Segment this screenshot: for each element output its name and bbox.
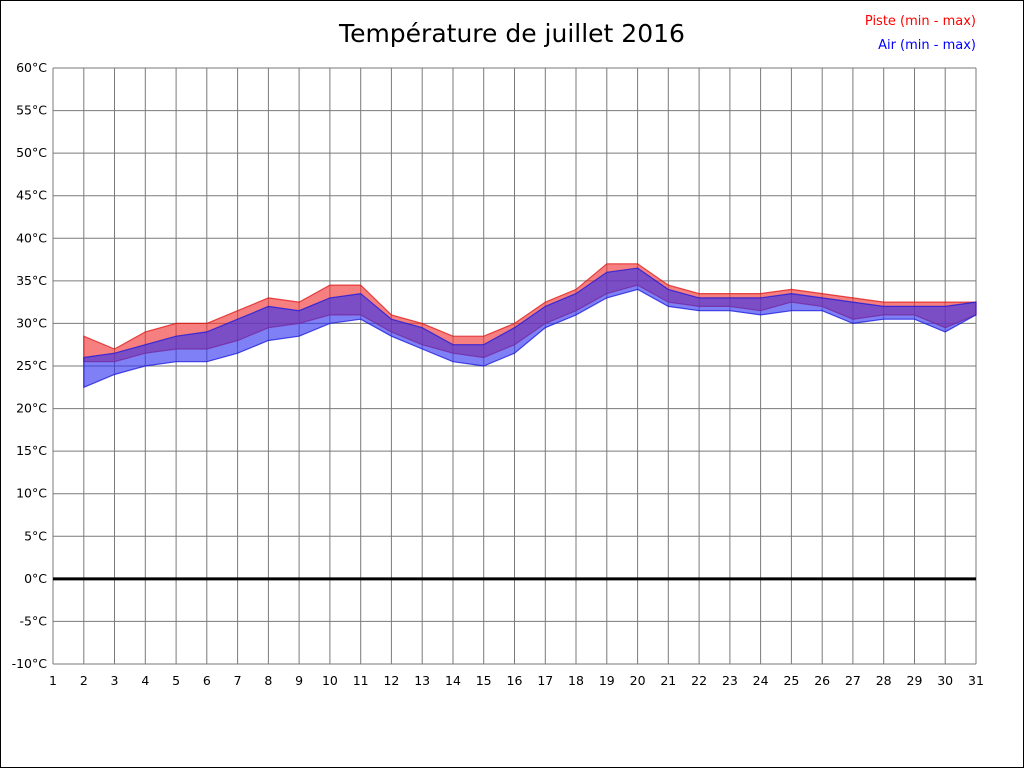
x-tick-label: 1 [49, 673, 57, 688]
x-tick-label: 31 [968, 673, 984, 688]
x-tick-label: 14 [445, 673, 461, 688]
x-tick-label: 21 [660, 673, 676, 688]
x-tick-label: 12 [383, 673, 399, 688]
y-tick-label: 35°C [16, 273, 47, 288]
y-tick-label: 45°C [16, 188, 47, 203]
x-tick-label: 20 [630, 673, 646, 688]
x-tick-label: 28 [876, 673, 892, 688]
band-air [83, 267, 977, 389]
x-tick-label: 23 [722, 673, 738, 688]
y-tick-label: 40°C [16, 230, 47, 245]
y-tick-label: 5°C [24, 528, 47, 543]
y-tick-label: 15°C [16, 443, 47, 458]
x-tick-label: 13 [414, 673, 430, 688]
x-tick-label: 27 [845, 673, 861, 688]
y-tick-label: 25°C [16, 358, 47, 373]
x-tick-label: 11 [353, 673, 369, 688]
x-tick-label: 9 [295, 673, 303, 688]
x-tick-label: 7 [234, 673, 242, 688]
y-tick-label: 60°C [16, 60, 47, 75]
x-tick-label: 25 [783, 673, 799, 688]
y-tick-label: -10°C [12, 656, 48, 671]
y-tick-label: 0°C [24, 571, 47, 586]
x-tick-label: 4 [141, 673, 149, 688]
x-tick-label: 5 [172, 673, 180, 688]
y-tick-label: 55°C [16, 103, 47, 118]
legend-air: Air (min - max) [878, 38, 976, 53]
x-tick-label: 16 [507, 673, 523, 688]
x-tick-label: 3 [111, 673, 119, 688]
x-tick-label: 8 [264, 673, 272, 688]
x-tick-label: 29 [907, 673, 923, 688]
x-tick-label: 10 [322, 673, 338, 688]
x-tick-label: 17 [537, 673, 553, 688]
x-tick-label: 22 [691, 673, 707, 688]
x-tick-label: 26 [814, 673, 830, 688]
x-tick-label: 15 [476, 673, 492, 688]
x-tick-label: 6 [203, 673, 211, 688]
x-tick-label: 30 [937, 673, 953, 688]
legend-piste: Piste (min - max) [864, 14, 976, 29]
y-tick-label: 20°C [16, 401, 47, 416]
x-tick-label: 2 [80, 673, 88, 688]
legend: Piste (min - max) Air (min - max) [865, 10, 976, 58]
y-tick-label: -5°C [20, 613, 48, 628]
x-tick-label: 19 [599, 673, 615, 688]
x-tick-label: 24 [753, 673, 769, 688]
chart-title: Température de juillet 2016 [339, 19, 685, 48]
y-tick-label: 30°C [16, 315, 47, 330]
y-tick-label: 50°C [16, 145, 47, 160]
y-tick-label: 10°C [16, 486, 47, 501]
x-tick-label: 18 [568, 673, 584, 688]
